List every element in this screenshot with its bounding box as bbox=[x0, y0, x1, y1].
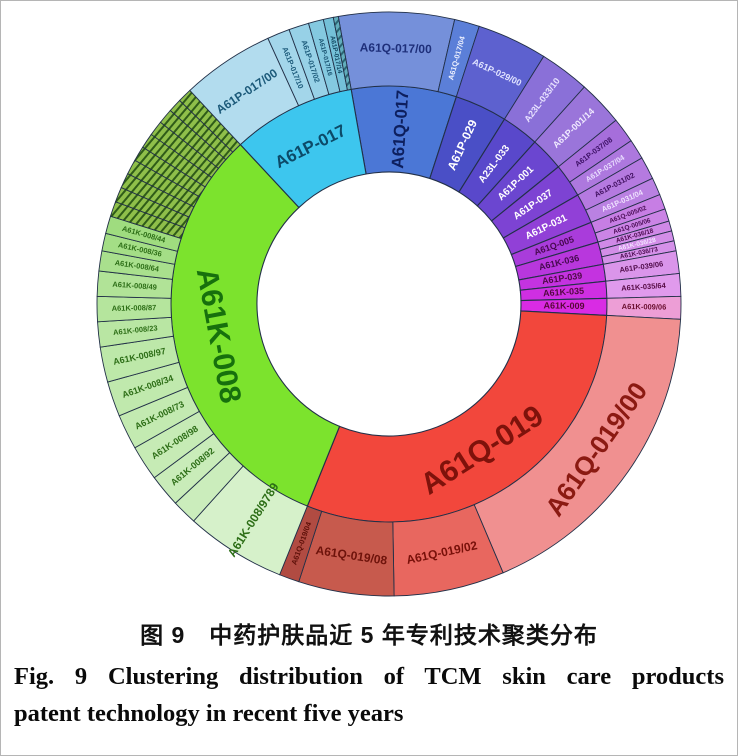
segment-label-a61k-009: A61K-009 bbox=[543, 300, 584, 311]
figure-captions: 图 9 中药护肤品近 5 年专利技术聚类分布 Fig. 9 Clustering… bbox=[1, 618, 737, 732]
segment-label-a61q-017/00: A61Q-017/00 bbox=[360, 40, 433, 56]
caption-en-line2: patent technology in recent five years bbox=[14, 700, 404, 727]
caption-zh: 图 9 中药护肤品近 5 年专利技术聚类分布 bbox=[140, 622, 598, 648]
sunburst-chart-area: A61Q-017 A61Q-017/00 A61Q-017/04 A61P-029 A6… bbox=[1, 1, 737, 615]
segment-label-a61k-009/06: A61K-009/06 bbox=[622, 302, 667, 312]
segment-label-a61k-008/87: A61K-008/87 bbox=[112, 303, 157, 313]
segment-label-a61k-035: A61K-035 bbox=[543, 286, 585, 299]
segment-unlabeled bbox=[332, 15, 352, 91]
segment-label-a61k-035/64: A61K-035/64 bbox=[621, 281, 667, 293]
segment-label-a61k-008/49: A61K-008/49 bbox=[112, 280, 157, 292]
caption-en-line1: Fig. 9 Clustering distribution of TCM sk… bbox=[14, 663, 724, 690]
